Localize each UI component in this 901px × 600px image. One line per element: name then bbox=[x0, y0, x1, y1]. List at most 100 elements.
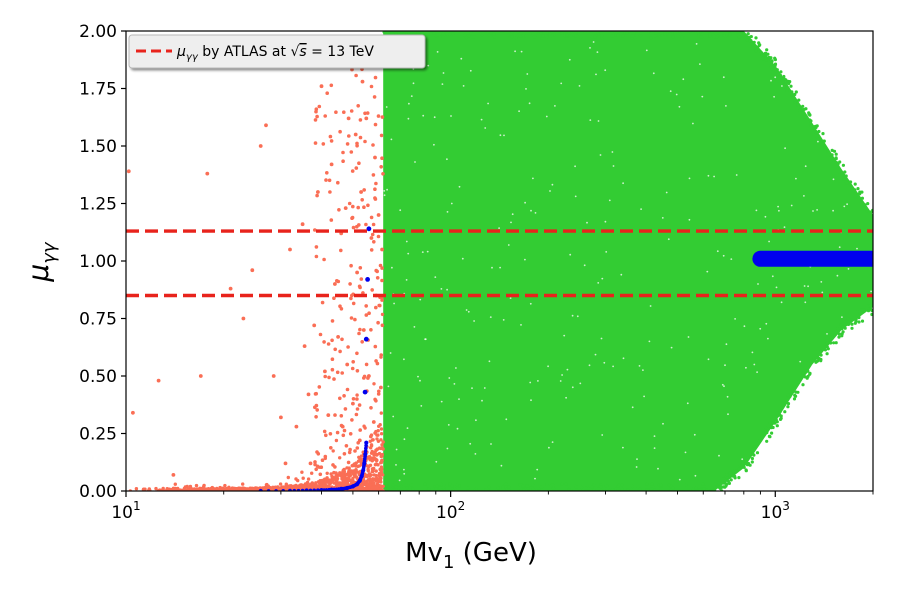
allowed-point bbox=[744, 468, 748, 472]
allowed-point bbox=[435, 23, 438, 26]
allowed-gap bbox=[701, 95, 704, 98]
allowed-point bbox=[434, 487, 438, 491]
allowed-point bbox=[496, 25, 499, 28]
allowed-point bbox=[801, 383, 805, 387]
y-axis-label-sub: γγ bbox=[39, 241, 60, 264]
excluded-point bbox=[355, 407, 360, 411]
allowed-point bbox=[463, 33, 467, 37]
allowed-point bbox=[574, 31, 578, 34]
y-tick-label: 2.00 bbox=[79, 22, 117, 42]
allowed-point bbox=[768, 421, 772, 425]
allowed-point bbox=[745, 38, 749, 42]
excluded-point bbox=[351, 301, 356, 306]
excluded-point bbox=[374, 448, 378, 453]
allowed-point bbox=[545, 31, 549, 35]
allowed-gap bbox=[832, 209, 834, 212]
allowed-point bbox=[440, 23, 443, 26]
allowed-point bbox=[672, 493, 675, 496]
excluded-point bbox=[340, 371, 345, 375]
excluded-point bbox=[315, 114, 319, 119]
allowed-point bbox=[745, 27, 748, 30]
excluded-point bbox=[318, 485, 323, 489]
allowed-gap bbox=[846, 203, 848, 206]
allowed-point bbox=[767, 434, 772, 438]
allowed-point bbox=[543, 26, 546, 29]
allowed-point bbox=[836, 327, 840, 331]
allowed-point bbox=[466, 486, 470, 490]
allowed-point bbox=[801, 104, 805, 108]
excluded-point bbox=[325, 471, 329, 475]
excluded-point bbox=[374, 485, 379, 490]
allowed-gap bbox=[707, 174, 710, 177]
allowed-point bbox=[773, 62, 778, 66]
excluded-point bbox=[306, 477, 311, 481]
allowed-point bbox=[691, 495, 694, 498]
allowed-gap bbox=[817, 140, 819, 143]
x-axis-label: Mv1 (GeV) bbox=[405, 538, 537, 573]
allowed-point bbox=[709, 25, 712, 28]
allowed-gap bbox=[648, 340, 651, 343]
allowed-gap bbox=[408, 102, 410, 105]
allowed-gap bbox=[661, 217, 664, 219]
allowed-point bbox=[384, 23, 387, 26]
excluded-point bbox=[349, 263, 353, 268]
excluded-point bbox=[350, 366, 355, 371]
allowed-gap bbox=[498, 227, 500, 230]
excluded-point bbox=[344, 444, 349, 448]
excluded-point bbox=[341, 150, 345, 155]
allowed-point bbox=[572, 496, 575, 499]
allowed-point bbox=[427, 487, 431, 491]
allowed-point bbox=[515, 495, 518, 498]
excluded-point bbox=[335, 279, 339, 283]
allowed-point bbox=[610, 495, 613, 498]
allowed-gap bbox=[419, 379, 421, 382]
allowed-point bbox=[770, 431, 774, 435]
allowed-gap bbox=[653, 447, 656, 449]
allowed-point bbox=[688, 31, 692, 34]
allowed-gap bbox=[718, 454, 720, 457]
allowed-gap bbox=[596, 51, 599, 53]
allowed-point bbox=[741, 34, 745, 38]
allowed-point bbox=[620, 487, 624, 491]
excluded-point bbox=[349, 150, 354, 154]
allowed-point bbox=[744, 24, 747, 27]
constraint-cluster bbox=[752, 250, 873, 267]
allowed-point bbox=[611, 488, 615, 491]
allowed-point bbox=[703, 28, 706, 31]
allowed-point bbox=[416, 31, 420, 35]
allowed-point bbox=[506, 33, 510, 37]
allowed-point bbox=[692, 494, 695, 497]
allowed-point bbox=[694, 486, 698, 490]
excluded-point bbox=[320, 458, 325, 463]
allowed-point bbox=[834, 152, 838, 156]
allowed-gap bbox=[640, 208, 642, 211]
allowed-gap bbox=[589, 47, 591, 49]
excluded-point bbox=[347, 466, 351, 471]
allowed-gap bbox=[604, 220, 607, 223]
allowed-gap bbox=[826, 333, 828, 335]
allowed-point bbox=[403, 494, 406, 497]
allowed-point bbox=[411, 495, 414, 498]
excluded-point bbox=[345, 362, 350, 367]
allowed-gap bbox=[387, 385, 390, 388]
allowed-point bbox=[598, 485, 603, 489]
allowed-point bbox=[731, 474, 735, 478]
allowed-gap bbox=[453, 383, 456, 385]
excluded-point bbox=[371, 173, 376, 177]
excluded-point bbox=[134, 487, 139, 491]
allowed-gap bbox=[721, 383, 724, 386]
allowed-gap bbox=[790, 204, 793, 207]
excluded-point bbox=[314, 481, 318, 485]
excluded-point bbox=[345, 387, 350, 392]
excluded-point bbox=[241, 488, 245, 491]
allowed-point bbox=[789, 84, 793, 88]
allowed-gap bbox=[576, 315, 579, 318]
allowed-point bbox=[761, 56, 765, 61]
allowed-point bbox=[849, 318, 853, 322]
allowed-gap bbox=[537, 380, 539, 382]
excluded-point bbox=[342, 452, 347, 456]
allowed-gap bbox=[726, 395, 729, 398]
excluded-point bbox=[381, 484, 385, 488]
allowed-point bbox=[698, 488, 702, 491]
allowed-point bbox=[385, 31, 389, 36]
